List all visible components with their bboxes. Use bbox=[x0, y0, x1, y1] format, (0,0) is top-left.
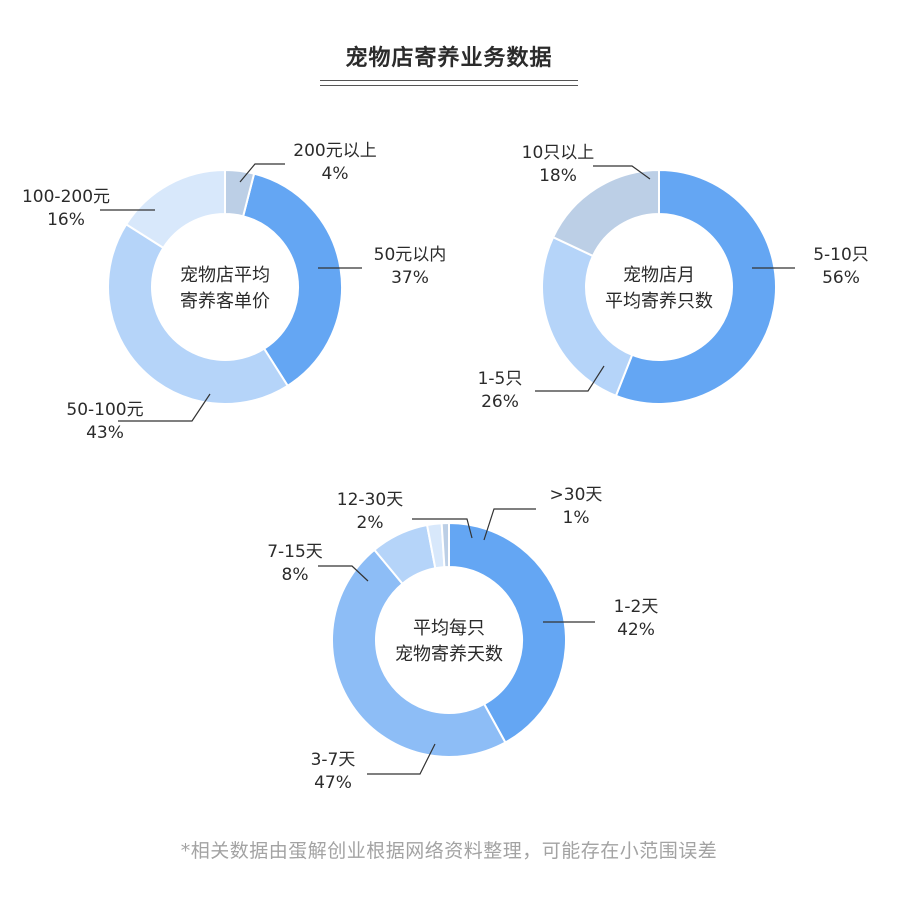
leader-line bbox=[593, 165, 651, 180]
donut-charts: 50元以内 37% 50-100元 43% 100-200元 16% 200元以上 4% 宠物店… bbox=[22, 141, 869, 793]
donut-chart-1: 50元以内 37% 50-100元 43% 100-200元 16% 200元以上 4% 宠物店… bbox=[22, 141, 446, 443]
slice-label: 1-5只 bbox=[478, 369, 523, 389]
slice-percent-label: 4% bbox=[322, 164, 349, 184]
slice-label: 12-30天 bbox=[337, 490, 403, 510]
title-underline-top bbox=[320, 80, 578, 81]
slice-label: 100-200元 bbox=[22, 187, 110, 207]
title-underline-bottom bbox=[320, 85, 578, 86]
donut-center-label: 宠物寄养天数 bbox=[395, 644, 503, 665]
slice-label: 200元以上 bbox=[293, 141, 376, 161]
donut-slice bbox=[614, 168, 777, 405]
slice-label: 5-10只 bbox=[813, 245, 869, 265]
donut-center-label: 宠物店平均 bbox=[180, 265, 270, 286]
leader-line bbox=[535, 365, 605, 392]
leader-line bbox=[318, 565, 369, 582]
slice-percent-label: 37% bbox=[391, 268, 429, 288]
donut-slice bbox=[107, 222, 290, 405]
slice-percent-label: 2% bbox=[357, 513, 384, 533]
donut-center-label: 平均每只 bbox=[413, 618, 485, 639]
slice-label: 10只以上 bbox=[522, 143, 595, 163]
slice-percent-label: 16% bbox=[47, 210, 85, 230]
slice-label: 1-2天 bbox=[614, 597, 659, 617]
slice-label: >30天 bbox=[550, 485, 603, 505]
slice-percent-label: 1% bbox=[563, 508, 590, 528]
donut-center-label: 平均寄养只数 bbox=[605, 291, 713, 312]
donut-slice bbox=[448, 521, 567, 744]
slice-percent-label: 18% bbox=[539, 166, 577, 186]
donut-slice bbox=[331, 548, 507, 758]
footnote: *相关数据由蛋解创业根据网络资料整理，可能存在小范围误差 bbox=[180, 840, 718, 862]
leader-line bbox=[412, 518, 473, 539]
donut-slice bbox=[241, 172, 343, 388]
slice-percent-label: 8% bbox=[282, 565, 309, 585]
leader-line bbox=[483, 508, 536, 541]
slice-percent-label: 43% bbox=[86, 423, 124, 443]
slice-percent-label: 47% bbox=[314, 773, 352, 793]
slice-percent-label: 56% bbox=[822, 268, 860, 288]
donut-slice bbox=[541, 235, 634, 398]
leader-line bbox=[118, 393, 211, 422]
slice-label: 7-15天 bbox=[267, 542, 323, 562]
page-title: 宠物店寄养业务数据 bbox=[345, 46, 553, 71]
donut-slice bbox=[440, 521, 450, 569]
leader-line bbox=[239, 163, 285, 183]
slice-percent-label: 42% bbox=[617, 620, 655, 640]
donut-slice bbox=[551, 168, 660, 258]
donut-center-label: 寄养客单价 bbox=[180, 291, 270, 312]
slice-label: 3-7天 bbox=[311, 750, 356, 770]
donut-slice bbox=[224, 168, 256, 218]
slice-label: 50-100元 bbox=[66, 400, 143, 420]
donut-center-label: 宠物店月 bbox=[623, 265, 695, 286]
slice-percent-label: 26% bbox=[481, 392, 519, 412]
leader-line bbox=[367, 743, 436, 775]
donut-chart-3: 1-2天 42% 3-7天 47% 7-15天 8% 12-30天 2% >30天 1% 平均每只宠… bbox=[267, 485, 658, 793]
slice-label: 50元以内 bbox=[374, 245, 447, 265]
